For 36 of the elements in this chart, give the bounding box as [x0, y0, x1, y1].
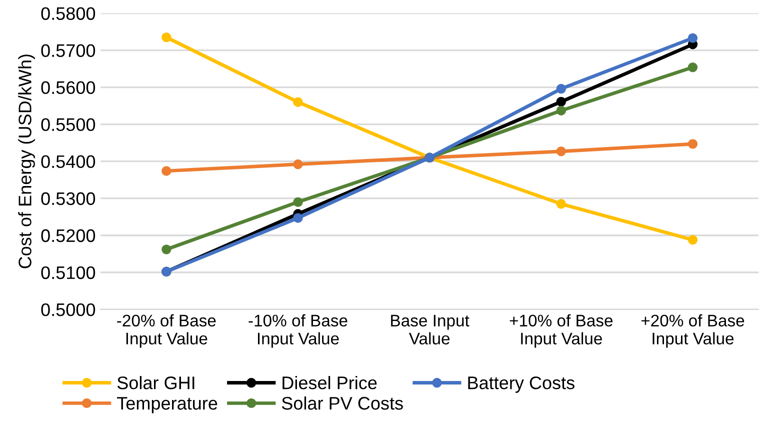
- y-tick-label: 0.5700: [41, 44, 96, 57]
- legend-label: Solar GHI: [117, 376, 194, 390]
- y-tick-label: 0.5000: [41, 303, 96, 316]
- point: [162, 244, 172, 254]
- legend-label: Diesel Price: [282, 376, 377, 390]
- y-tick-label: 0.5500: [41, 118, 96, 132]
- y-tick-label: 0.5800: [41, 7, 96, 20]
- x-tick-label: -10% of Base Input Value: [248, 314, 348, 348]
- x-tick-label: +20% of Base Input Value: [641, 314, 744, 348]
- y-tick-label: 0.5100: [41, 266, 96, 280]
- point: [688, 33, 698, 43]
- point: [293, 197, 303, 207]
- point: [556, 96, 566, 107]
- x-tick-label: -20% of Base Input Value: [117, 314, 216, 348]
- point: [293, 159, 303, 170]
- point: [556, 106, 566, 116]
- point: [688, 62, 698, 72]
- legend-label: Temperature: [117, 397, 218, 414]
- point: [162, 32, 172, 42]
- legend-label: Solar PV Costs: [282, 396, 403, 410]
- x-tick-label: +10% of Base Input Value: [510, 314, 613, 348]
- point: [556, 199, 566, 209]
- point: [688, 234, 698, 245]
- point: [688, 139, 698, 149]
- legend-label: Battery Costs: [468, 376, 574, 393]
- x-tick-label: Base Input Value: [391, 314, 470, 344]
- point: [293, 213, 303, 223]
- y-tick-label: 0.5300: [41, 192, 96, 206]
- point: [293, 97, 303, 107]
- y-axis-title: Cost of Energy (USD/kWh): [18, 54, 35, 268]
- point: [162, 166, 172, 176]
- y-tick-label: 0.5200: [41, 229, 96, 242]
- y-tick-label: 0.5400: [41, 155, 96, 168]
- y-tick-label: 0.5600: [41, 81, 96, 94]
- point: [556, 146, 566, 156]
- point: [556, 84, 566, 94]
